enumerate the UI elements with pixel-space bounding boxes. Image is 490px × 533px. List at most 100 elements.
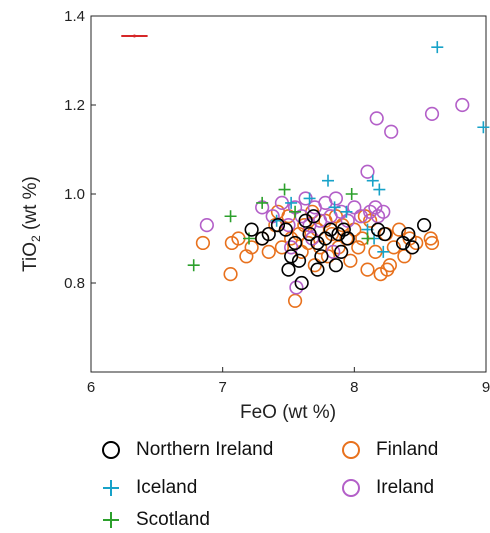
- data-point: [224, 210, 237, 223]
- data-point: [243, 232, 255, 245]
- legend: Northern Ireland Iceland Scotland Finlan…: [100, 438, 485, 530]
- data-point: [345, 188, 358, 200]
- data-point: [302, 226, 317, 242]
- y-axis-label: TiO2 (wt %): [20, 176, 43, 272]
- data-point: [455, 97, 470, 113]
- axes: 6 7 8 9 0.8 1.0 1.2 1.4: [64, 8, 490, 396]
- data-point: [244, 222, 259, 237]
- data-point: [328, 191, 344, 206]
- data-point: [340, 213, 355, 228]
- data-point: [340, 205, 353, 218]
- legend-item-scotland: Scotland: [100, 508, 210, 532]
- data-point: [340, 231, 355, 246]
- data-point: [195, 235, 211, 251]
- data-point: [261, 226, 276, 242]
- data-point: [223, 267, 238, 282]
- data-point: [360, 164, 375, 179]
- data-point: [294, 275, 309, 291]
- data-point: [368, 200, 383, 215]
- x-tick-label: 7: [218, 379, 226, 396]
- legend-label-iceland: Iceland: [136, 477, 198, 498]
- data-point: [328, 258, 344, 273]
- data-point: [256, 196, 269, 209]
- x-tick-label: 9: [482, 379, 490, 396]
- legend-marker-ireland: [342, 479, 360, 497]
- error-bar-point: [132, 34, 136, 38]
- data-point: [353, 209, 369, 224]
- data-point: [401, 226, 416, 242]
- data-point: [285, 196, 298, 209]
- legend-label-finland: Finland: [376, 439, 439, 460]
- data-point: [424, 106, 440, 121]
- legend-label-scotland: Scotland: [136, 509, 210, 530]
- legend-marker-iceland: [103, 480, 119, 496]
- data-point: [384, 124, 399, 139]
- legend-label-northern-ireland: Northern Ireland: [136, 439, 274, 460]
- data-point: [424, 235, 440, 251]
- legend-marker-northern-ireland: [102, 441, 120, 459]
- x-axis-label: FeO (wt %): [240, 402, 336, 423]
- data-point: [366, 174, 379, 187]
- data-point: [289, 205, 302, 218]
- data-point: [303, 192, 316, 205]
- data-point: [477, 121, 490, 134]
- data-point: [405, 240, 420, 255]
- data-point: [244, 240, 259, 255]
- data-point: [270, 218, 286, 233]
- data-point: [284, 249, 299, 264]
- data-point: [310, 262, 325, 277]
- data-point: [377, 245, 390, 258]
- data-point: [278, 183, 291, 196]
- data-point: [287, 293, 303, 308]
- plot-frame: [90, 15, 487, 373]
- legend-marker-scotland: [103, 512, 119, 528]
- data-point: [291, 253, 307, 268]
- legend-item-ireland: Ireland: [340, 476, 434, 500]
- data-point: [187, 259, 200, 272]
- data-point: [274, 240, 290, 255]
- data-point: [386, 240, 401, 255]
- data-point: [361, 232, 374, 245]
- data-point: [373, 183, 386, 196]
- data-point: [310, 235, 325, 251]
- data-point: [336, 222, 351, 237]
- data-point: [369, 111, 384, 126]
- legend-marker-finland: [342, 441, 360, 459]
- data-point: [199, 218, 214, 233]
- legend-item-finland: Finland: [340, 438, 438, 462]
- data-point: [281, 262, 296, 277]
- data-point: [306, 209, 321, 224]
- data-point: [261, 244, 276, 259]
- y-axis-label-tail: (wt %): [20, 176, 41, 235]
- data-point: [351, 240, 366, 255]
- data-point: [392, 222, 407, 237]
- data-point: [287, 235, 303, 251]
- y-tick-label: 1.4: [64, 8, 85, 25]
- data-point: [417, 218, 432, 233]
- y-tick-label: 1.2: [64, 97, 85, 114]
- x-tick-label: 8: [350, 379, 358, 396]
- y-axis-label-subscript: 2: [29, 235, 43, 242]
- data-point: [377, 226, 392, 242]
- data-point: [380, 262, 395, 277]
- data-point: [328, 201, 341, 214]
- x-tick-label: 6: [87, 379, 95, 396]
- data-points: [121, 34, 490, 308]
- legend-item-iceland: Iceland: [100, 476, 197, 500]
- data-point: [284, 240, 299, 255]
- data-point: [326, 244, 341, 259]
- scatter-chart: 6 7 8 9 0.8 1.0 1.2 1.4 FeO (wt %) TiO2 (wt %): [20, 8, 490, 423]
- data-point: [278, 222, 293, 237]
- data-point: [397, 249, 412, 264]
- data-point: [343, 253, 358, 268]
- y-tick-label: 0.8: [64, 275, 85, 292]
- data-point: [334, 244, 349, 259]
- data-point: [298, 213, 313, 228]
- legend-label-ireland: Ireland: [376, 477, 435, 498]
- data-point: [431, 41, 444, 54]
- legend-item-northern-ireland: Northern Ireland: [100, 438, 273, 462]
- data-point: [322, 174, 334, 187]
- data-point: [314, 249, 329, 264]
- y-tick-label: 1.0: [64, 186, 85, 203]
- y-axis-label-main: TiO: [20, 242, 41, 272]
